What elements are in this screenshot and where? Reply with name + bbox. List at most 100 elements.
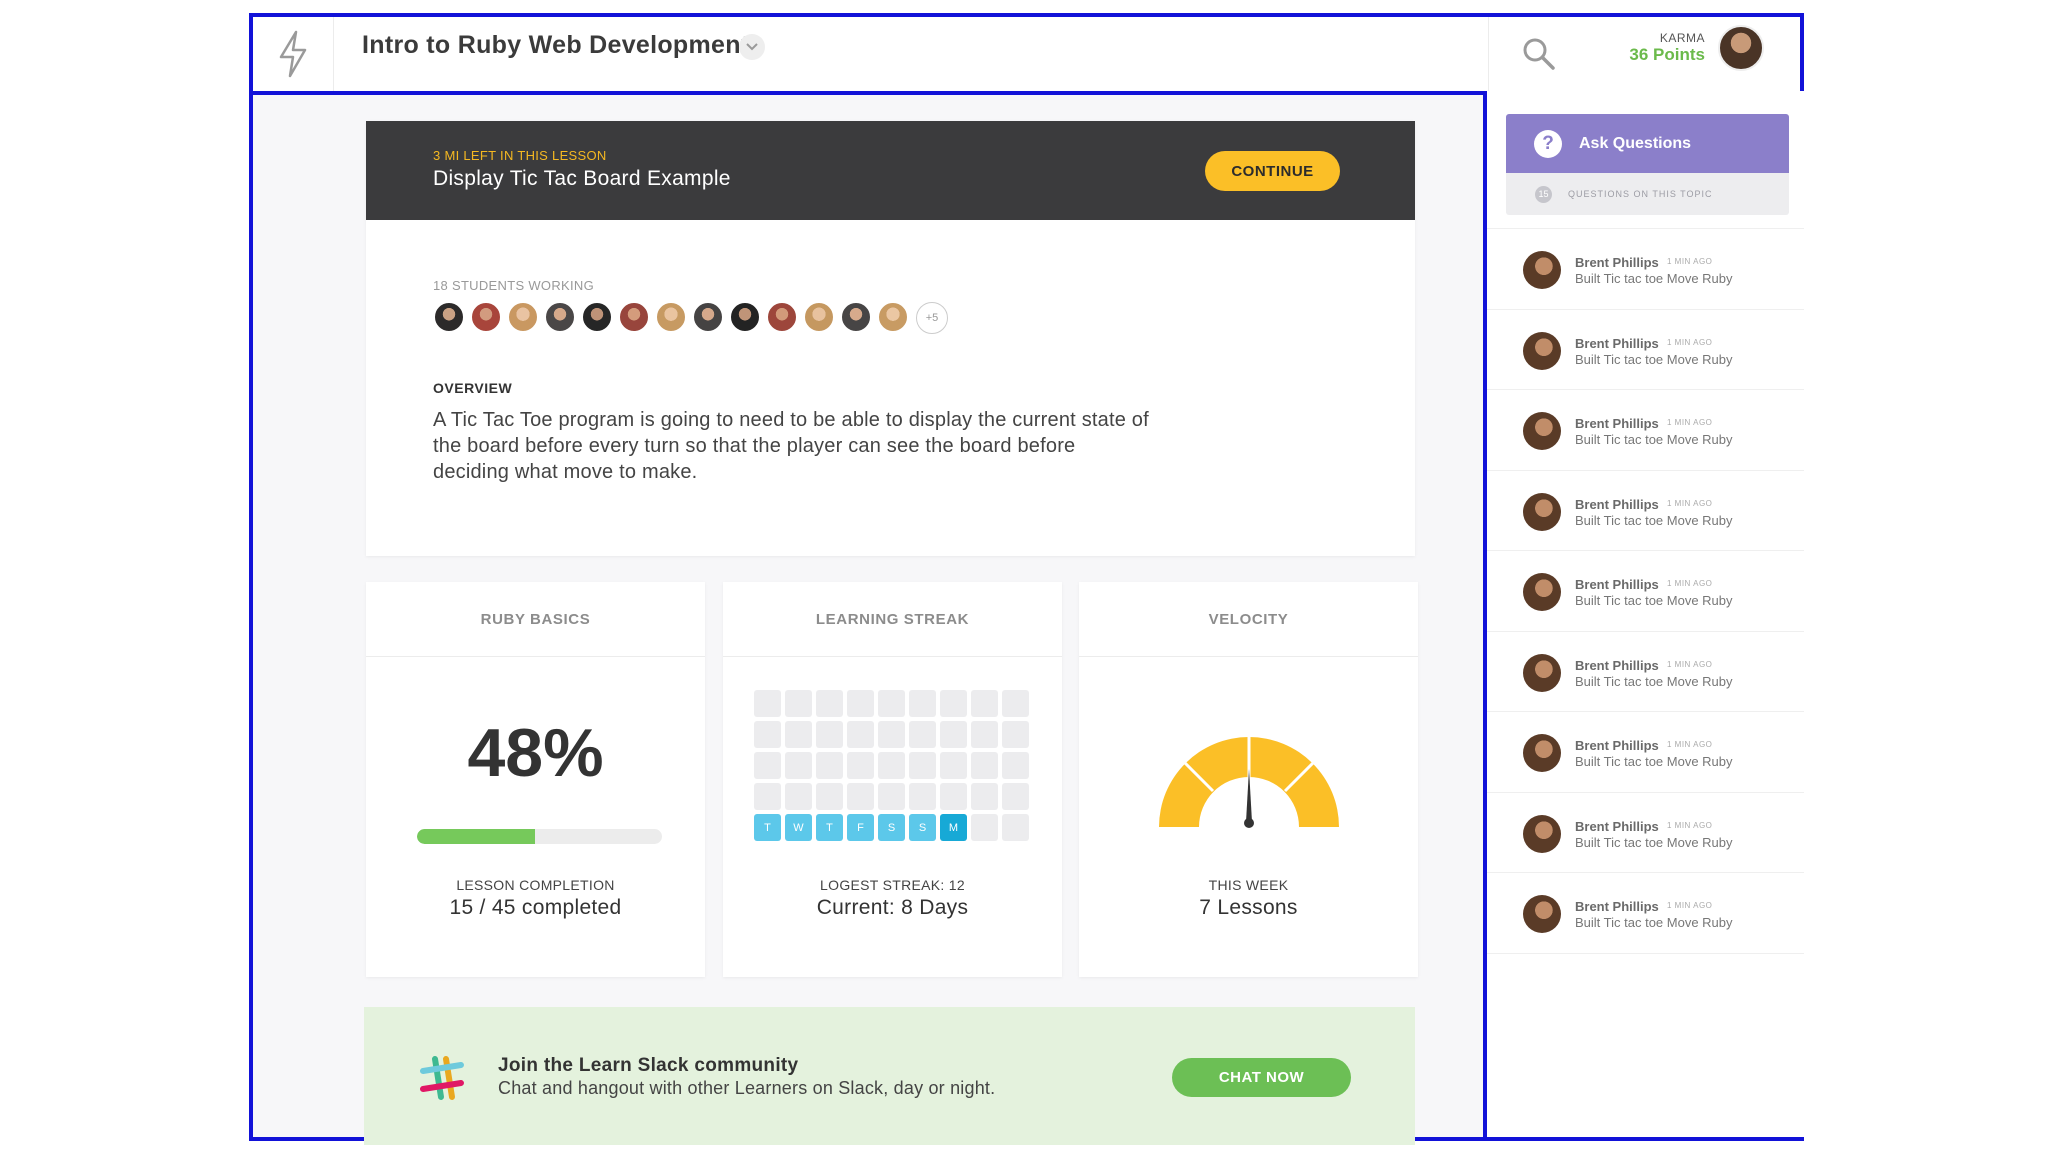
feed-time: 1 MIN AGO (1667, 498, 1713, 508)
student-avatar[interactable] (655, 301, 687, 333)
avatar (1523, 734, 1561, 772)
streak-day-cell: S (878, 814, 905, 841)
avatar (1523, 573, 1561, 611)
student-avatar[interactable] (692, 301, 724, 333)
streak-day-cell (816, 783, 843, 810)
feed-time: 1 MIN AGO (1667, 740, 1713, 749)
avatar (1523, 492, 1561, 531)
search-icon[interactable] (1488, 17, 1589, 91)
streak-day-cell (816, 690, 843, 717)
top-bar: Intro to Ruby Web Development KARMA 36 P… (253, 17, 1800, 95)
ask-questions-button[interactable]: ? Ask Questions (1506, 114, 1789, 173)
streak-day-cell (1002, 690, 1029, 717)
lesson-time-left: 3 MI LEFT IN THIS LESSON (433, 148, 607, 163)
student-avatars: +5 (433, 301, 948, 334)
feed-time: 1 MIN AGO (1667, 820, 1713, 830)
avatar (1523, 251, 1561, 289)
student-avatar[interactable] (470, 301, 502, 333)
streak-day-cell (940, 690, 967, 717)
feed-name: Brent Phillips (1575, 818, 1659, 834)
lesson-header: 3 MI LEFT IN THIS LESSON Display Tic Tac… (366, 121, 1415, 220)
velocity-card: VELOCITY THIS WEEK 7 Lessons (1079, 582, 1418, 977)
streak-day-cell (878, 721, 905, 748)
feed-text: Built Tic tac toe Move Ruby (1575, 673, 1733, 689)
feed-item[interactable]: Brent Phillips 1 MIN AGO Built Tic tac toe… (1487, 389, 1804, 470)
karma-points: 36 Points (1629, 45, 1705, 64)
student-avatar[interactable] (840, 301, 872, 333)
streak-day-cell (909, 721, 936, 748)
feed-time: 1 MIN AGO (1667, 901, 1713, 910)
feed-name: Brent Phillips (1575, 577, 1659, 592)
student-avatar[interactable] (618, 301, 650, 333)
avatar (1523, 653, 1561, 692)
course-title[interactable]: Intro to Ruby Web Development (362, 31, 750, 59)
student-avatar[interactable] (766, 301, 798, 333)
app-frame: Intro to Ruby Web Development KARMA 36 P… (249, 13, 1804, 1145)
feed-item[interactable]: Brent Phillips 1 MIN AGO Built Tic tac toe… (1487, 791, 1804, 873)
streak-day-cell (847, 752, 874, 779)
completion-progress-bar (417, 829, 662, 844)
feed-item[interactable]: Brent Phillips 1 MIN AGO Built Tic tac toe… (1487, 630, 1804, 712)
learning-streak-title: LEARNING STREAK (723, 582, 1062, 657)
avatar (1523, 412, 1561, 450)
overview-heading: OVERVIEW (433, 380, 513, 396)
feed-item[interactable]: Brent Phillips 1 MIN AGO Built Tic tac toe… (1487, 550, 1804, 631)
streak-day-cell (754, 783, 781, 810)
feed-text: Built Tic tac toe Move Ruby (1575, 754, 1733, 769)
lesson-title: Display Tic Tac Board Example (433, 167, 731, 190)
slack-title: Join the Learn Slack community (498, 1055, 799, 1076)
streak-day-cell (971, 752, 998, 779)
student-avatar[interactable] (803, 301, 835, 333)
streak-day-cell (1002, 752, 1029, 779)
streak-day-cell (878, 783, 905, 810)
streak-day-cell (909, 783, 936, 810)
feed-name: Brent Phillips (1575, 416, 1659, 431)
feed-item[interactable]: Brent Phillips 1 MIN AGO Built Tic tac toe… (1487, 711, 1804, 792)
feed-item[interactable]: Brent Phillips 1 MIN AGO Built Tic tac toe… (1487, 308, 1804, 390)
streak-day-cell (971, 721, 998, 748)
continue-button[interactable]: CONTINUE (1205, 151, 1340, 191)
student-avatar[interactable] (729, 301, 761, 333)
student-avatar[interactable] (433, 301, 465, 333)
questions-on-topic[interactable]: 15 QUESTIONS ON THIS TOPIC (1506, 173, 1789, 215)
completion-percent: 48% (467, 715, 604, 791)
streak-day-cell (878, 752, 905, 779)
slack-logo-icon (420, 1056, 464, 1100)
streak-day-cell (754, 690, 781, 717)
streak-day-cell (785, 783, 812, 810)
feed-text: Built Tic tac toe Move Ruby (1575, 512, 1733, 528)
velocity-week-label: THIS WEEK (1208, 877, 1289, 893)
more-students-badge[interactable]: +5 (916, 302, 948, 334)
feed-name: Brent Phillips (1575, 335, 1659, 351)
streak-day-cell: T (816, 814, 843, 841)
feed-item[interactable]: Brent Phillips 1 MIN AGO Built Tic tac toe… (1487, 872, 1804, 954)
feed-item[interactable]: Brent Phillips 1 MIN AGO Built Tic tac toe… (1487, 469, 1804, 551)
chat-now-button[interactable]: CHAT NOW (1172, 1058, 1351, 1097)
streak-day-cell (785, 721, 812, 748)
avatar (1523, 814, 1561, 853)
streak-day-cell (940, 752, 967, 779)
velocity-gauge (1159, 737, 1339, 828)
streak-day-cell (754, 752, 781, 779)
lesson-card: 3 MI LEFT IN THIS LESSON Display Tic Tac… (366, 121, 1415, 556)
streak-day-cell (909, 752, 936, 779)
questions-sidebar: ? Ask Questions 15 QUESTIONS ON THIS TOP… (1483, 91, 1804, 1137)
streak-day-cell (1002, 783, 1029, 810)
user-avatar[interactable] (1718, 25, 1764, 71)
avatar (1523, 331, 1561, 370)
student-avatar[interactable] (877, 301, 909, 333)
chevron-down-icon[interactable] (739, 34, 765, 60)
streak-day-cell (1002, 814, 1029, 841)
avatar (1523, 895, 1561, 933)
longest-streak-label: LOGEST STREAK: 12 (820, 877, 965, 893)
streak-day-cell: W (785, 814, 812, 841)
streak-day-cell (816, 752, 843, 779)
lightning-bolt-icon[interactable] (253, 17, 334, 91)
completion-progress-fill (417, 829, 535, 844)
streak-day-cell (940, 783, 967, 810)
feed-item[interactable]: Brent Phillips 1 MIN AGO Built Tic tac toe… (1487, 228, 1804, 309)
student-avatar[interactable] (544, 301, 576, 333)
streak-day-cell (878, 690, 905, 717)
student-avatar[interactable] (507, 301, 539, 333)
student-avatar[interactable] (581, 301, 613, 333)
